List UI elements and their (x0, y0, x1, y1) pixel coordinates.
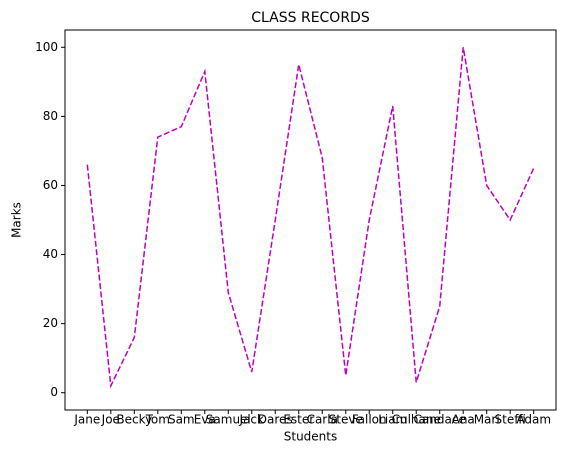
y-tick-label: 40 (43, 247, 58, 261)
x-tick-label: Adam (516, 413, 551, 427)
x-tick-label: Fallon (352, 413, 387, 427)
x-tick-label: Culhane (392, 413, 441, 427)
y-tick-label: 100 (35, 40, 58, 54)
x-tick-label: Ester (283, 413, 314, 427)
y-tick-label: 0 (50, 385, 58, 399)
y-tick-label: 20 (43, 316, 58, 330)
x-tick-label: Steffi (495, 413, 526, 427)
x-tick-label: Steve (329, 413, 363, 427)
x-tick-label: Liam (378, 413, 407, 427)
data-line (86, 47, 535, 389)
plot-frame (64, 29, 557, 411)
x-tick-label: Carla (307, 413, 338, 427)
x-tick-label: Dares (258, 413, 293, 427)
x-tick-label: Candace (414, 413, 466, 427)
x-tick-label: Eva (194, 413, 216, 427)
x-tick-label: Jane (73, 413, 100, 427)
x-axis-label: Students (284, 430, 338, 444)
x-tick-label: Samuel (206, 413, 251, 427)
x-tick-label: Becky (116, 413, 152, 427)
x-tick-label: Ana (452, 413, 475, 427)
y-tick-label: 80 (43, 109, 58, 123)
x-tick-label: Tom (145, 413, 170, 427)
y-axis-label: Marks (10, 202, 24, 238)
chart-title: CLASS RECORDS (251, 10, 370, 26)
x-tick-label: Joe (101, 413, 120, 427)
x-tick-label: Sam (168, 413, 195, 427)
x-tick-label: Jack (239, 413, 264, 427)
y-tick-label: 60 (43, 178, 58, 192)
x-tick-label: Mari (474, 413, 500, 427)
